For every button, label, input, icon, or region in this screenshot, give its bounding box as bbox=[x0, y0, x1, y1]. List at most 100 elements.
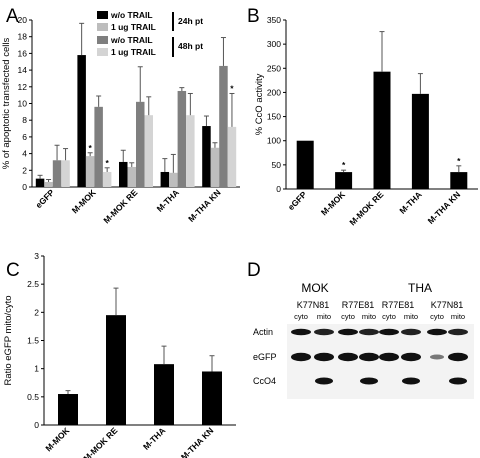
blot-band-cco4 bbox=[315, 377, 333, 385]
panel-b-bar bbox=[411, 93, 429, 189]
panel-a-bar bbox=[85, 156, 95, 187]
panel-c-y-tick-label: 3 bbox=[34, 251, 39, 261]
panel-a-x-tick-label: M-THA bbox=[155, 187, 181, 213]
panel-a-bar bbox=[160, 171, 170, 187]
panel-b-y-tick-label: 0 bbox=[276, 184, 281, 194]
panel-a-bar bbox=[52, 160, 62, 187]
panel-a-y-tick-label: 0 bbox=[22, 182, 27, 192]
blot-band-egfp bbox=[448, 352, 468, 362]
blot-fraction-label: mito bbox=[404, 312, 418, 321]
blot-band-actin bbox=[291, 328, 311, 336]
panel-b-x-tick-label: M-THA bbox=[397, 189, 423, 215]
panel-b-bar bbox=[335, 172, 353, 189]
panel-c-y-tick-label: 0 bbox=[34, 420, 39, 430]
blot-row-label: eGFP bbox=[253, 352, 277, 362]
panel-a-legend-entry: w/o TRAIL bbox=[110, 35, 153, 45]
panel-b-bar bbox=[450, 172, 468, 189]
blot-fraction-label: mito bbox=[451, 312, 465, 321]
panel-a-y-tick-label: 2 bbox=[22, 165, 27, 175]
panel-a-legend-group-label: 24h pt bbox=[178, 16, 203, 26]
blot-mutant-label: R77E81 bbox=[342, 300, 375, 310]
blot-band-actin bbox=[448, 328, 468, 336]
blot-mutant-label: R77E81 bbox=[382, 300, 415, 310]
panel-a-y-tick-label: 4 bbox=[22, 149, 27, 159]
panel-b-y-tick-label: 100 bbox=[267, 136, 281, 146]
panel-a-bar bbox=[144, 115, 153, 187]
panel-a-y-tick-label: 14 bbox=[18, 65, 28, 75]
blot-band-actin bbox=[314, 328, 334, 336]
panel-a-y-tick-label: 10 bbox=[18, 99, 28, 109]
blot-mutant-label: K77N81 bbox=[297, 300, 330, 310]
panel-a-bar bbox=[210, 147, 220, 187]
panel-c-y-tick-label: 0.5 bbox=[27, 392, 39, 402]
blot-fraction-label: mito bbox=[362, 312, 376, 321]
panel-c-x-tick-label: M-THA bbox=[141, 425, 167, 451]
panel-a-legend-entry: 1 ug TRAIL bbox=[111, 47, 156, 57]
panel-a-y-tick-label: 18 bbox=[18, 32, 28, 42]
panel-a-legend-entry: w/o TRAIL bbox=[110, 10, 153, 20]
panel-a-x-tick-label: eGFP bbox=[33, 187, 56, 210]
blot-band-actin bbox=[359, 328, 379, 336]
panel-a-bar bbox=[102, 171, 112, 187]
blot-band-egfp bbox=[338, 352, 358, 362]
panel-c-x-tick-label: M-MOK RE bbox=[81, 425, 119, 458]
panel-a-legend-swatch bbox=[97, 36, 108, 44]
blot-group-label: THA bbox=[408, 281, 432, 295]
blot-band-egfp bbox=[430, 354, 444, 360]
panel-a-x-tick-label: M-MOK bbox=[70, 187, 99, 216]
blot-fraction-label: mito bbox=[317, 312, 331, 321]
panel-a-bar bbox=[94, 106, 103, 187]
panel-c-x-tick-label: M-MOK bbox=[43, 425, 72, 454]
panel-label-a: A bbox=[6, 6, 19, 27]
panel-a-bar bbox=[227, 126, 237, 187]
blot-band-actin bbox=[401, 328, 421, 336]
panel-b-x-tick-label: M-MOK RE bbox=[347, 189, 385, 227]
panel-b-significance-star: * bbox=[342, 160, 346, 170]
panel-c-y-tick-label: 1 bbox=[34, 364, 39, 374]
panel-a-legend-swatch bbox=[97, 11, 108, 19]
panel-a-significance-star: * bbox=[105, 158, 109, 168]
blot-band-cco4 bbox=[449, 377, 467, 385]
blot-band-egfp bbox=[379, 352, 399, 362]
panel-a-significance-star: * bbox=[88, 143, 92, 153]
panel-a-bar bbox=[202, 126, 211, 187]
blot-band-actin bbox=[379, 328, 399, 336]
panel-a-bar bbox=[186, 115, 195, 187]
panel-b-significance-star: * bbox=[457, 156, 461, 166]
blot-band-cco4 bbox=[360, 377, 378, 385]
blot-band-egfp bbox=[314, 352, 334, 362]
panel-a-x-tick-label: M-MOK RE bbox=[101, 187, 139, 225]
panel-a-bar bbox=[35, 178, 45, 187]
panel-b-bar bbox=[373, 71, 391, 189]
panel-a-legend-entry: 1 ug TRAIL bbox=[111, 22, 156, 32]
panel-label-d: D bbox=[247, 260, 261, 281]
panel-a-x-tick-label: M-THA KN bbox=[186, 187, 223, 224]
panel-a-y-tick-label: 8 bbox=[22, 115, 27, 125]
panel-b-y-tick-label: 250 bbox=[267, 63, 281, 73]
panel-a-legend-swatch bbox=[97, 23, 108, 31]
panel-a-bar bbox=[61, 160, 70, 187]
panel-c-y-tick-label: 1.5 bbox=[27, 336, 39, 346]
blot-fraction-label: cyto bbox=[294, 312, 308, 321]
panel-b-x-tick-label: M-MOK bbox=[319, 189, 348, 218]
panel-a-y-tick-label: 6 bbox=[22, 132, 27, 142]
panel-a-legend-group-label: 48h pt bbox=[178, 41, 203, 51]
panel-a-y-axis-label: % of apoptotic transfected cells bbox=[1, 38, 12, 170]
panel-a-bar bbox=[119, 161, 128, 187]
blot-row-label: Actin bbox=[253, 327, 273, 337]
panel-b-y-tick-label: 50 bbox=[272, 160, 282, 170]
blot-band-actin bbox=[338, 328, 358, 336]
blot-row-label: CcO4 bbox=[253, 376, 276, 386]
panel-b-bar bbox=[296, 140, 314, 189]
blot-band-egfp bbox=[359, 352, 379, 362]
blot-fraction-label: cyto bbox=[341, 312, 355, 321]
blot-band-cco4 bbox=[402, 377, 420, 385]
panel-c-y-tick-label: 2.5 bbox=[27, 279, 39, 289]
panel-c-x-tick-label: M-THA KN bbox=[179, 425, 216, 458]
blot-fraction-label: cyto bbox=[430, 312, 444, 321]
panel-a-legend-swatch bbox=[97, 48, 108, 56]
panel-a-bar bbox=[219, 65, 228, 187]
panel-c-y-axis-label: Ratio eGFP mito/cyto bbox=[3, 295, 14, 385]
